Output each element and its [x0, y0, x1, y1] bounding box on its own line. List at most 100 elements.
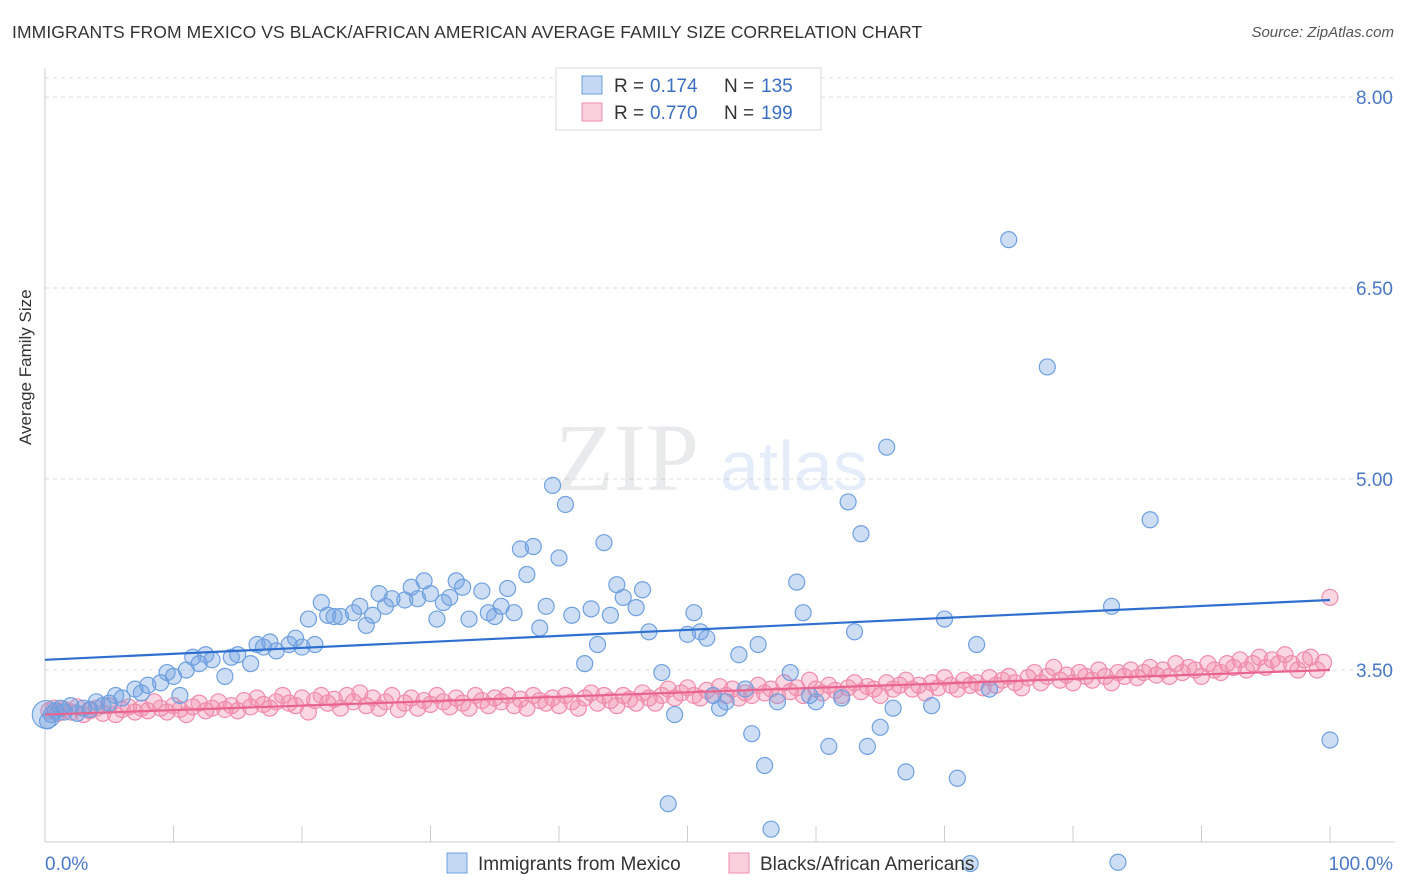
stats-n-value-2: 199 — [761, 103, 793, 124]
point-blue-points-43 — [344, 604, 362, 622]
point-pink-points-200 — [1321, 588, 1339, 607]
point-blue-points-127 — [1109, 853, 1127, 871]
x-tick-label-0: 0.0% — [45, 854, 88, 875]
point-pink-points-96 — [653, 686, 671, 705]
point-blue-points-41 — [325, 607, 343, 626]
y-axis-label: Average Family Size — [16, 289, 36, 445]
point-blue-points-120 — [948, 769, 966, 787]
y-tick-label-3: 8.00 — [1356, 88, 1393, 109]
trend-line-pink — [44, 668, 1331, 716]
point-pink-points-61 — [428, 686, 446, 705]
point-blue-points-104 — [788, 573, 806, 591]
point-blue-points-80 — [601, 606, 620, 624]
point-pink-points-85 — [582, 684, 600, 702]
series-legend: Immigrants from Mexico Blacks/African Am… — [446, 852, 974, 875]
point-blue-points-125 — [1038, 358, 1056, 376]
point-pink-points-186 — [1231, 651, 1249, 669]
point-pink-points-48 — [344, 693, 362, 711]
point-pink-points-131 — [878, 674, 896, 692]
point-blue-points-46 — [364, 606, 382, 624]
point-blue-points-55 — [428, 610, 446, 628]
point-pink-points-110 — [743, 686, 761, 705]
point-blue-points-122 — [980, 680, 999, 698]
legend-blue-swatch — [446, 852, 468, 874]
point-blue-points-83 — [627, 599, 645, 617]
stats-n-label-2: N = — [724, 103, 754, 124]
point-pink-points-155 — [1032, 674, 1050, 692]
point-pink-points-165 — [1096, 667, 1114, 685]
point-blue-points-114 — [871, 718, 889, 736]
point-blue-points-58 — [447, 572, 465, 590]
x-tick-label-1: 100.0% — [1329, 854, 1394, 875]
point-blue-points-109 — [833, 689, 851, 707]
trend-lines — [44, 598, 1331, 716]
point-pink-points-45 — [325, 690, 343, 708]
point-pink-points-19 — [158, 703, 176, 721]
stats-legend-blue-swatch — [581, 75, 603, 95]
point-blue-points-42 — [331, 607, 350, 626]
point-blue-points-54 — [421, 584, 440, 603]
point-blue-points-72 — [543, 476, 562, 494]
point-blue-points-95 — [717, 693, 735, 711]
legend-pink-swatch — [728, 852, 750, 874]
point-blue-points-87 — [659, 795, 677, 813]
chart-title: IMMIGRANTS FROM MEXICO VS BLACK/AFRICAN … — [12, 22, 923, 42]
source-label: Source: ZipAtlas.com — [1251, 24, 1394, 41]
point-pink-points-189 — [1250, 648, 1268, 666]
point-blue-points-26 — [216, 667, 234, 685]
point-blue-points-16 — [139, 676, 157, 694]
point-blue-points-29 — [242, 655, 260, 673]
point-blue-points-61 — [473, 582, 491, 600]
point-blue-points-121 — [968, 635, 986, 654]
point-blue-points-116 — [884, 699, 902, 717]
legend-pink-label: Blacks/African Americans — [760, 854, 974, 875]
stats-n-label-1: N = — [724, 76, 754, 97]
point-blue-points-75 — [563, 606, 581, 624]
x-tick-labels: 0.0% 100.0% — [45, 854, 1393, 875]
point-blue-points-115 — [878, 438, 896, 456]
point-blue-points-13 — [113, 689, 131, 707]
point-pink-points-193 — [1276, 646, 1294, 664]
point-blue-points-111 — [845, 623, 864, 641]
point-blue-points-82 — [614, 588, 632, 607]
axes — [44, 68, 1395, 843]
pink-series-points — [40, 588, 1339, 724]
point-blue-points-108 — [820, 737, 838, 756]
point-blue-points-118 — [923, 697, 941, 715]
point-blue-points-112 — [852, 525, 870, 543]
point-blue-points-38 — [306, 635, 324, 654]
point-blue-points-90 — [685, 604, 703, 622]
point-blue-points-52 — [409, 590, 427, 608]
point-blue-points-65 — [499, 579, 517, 598]
point-blue-points-63 — [486, 607, 504, 626]
point-blue-points-73 — [550, 549, 568, 567]
point-blue-points-84 — [633, 581, 652, 599]
point-pink-points-181 — [1199, 655, 1217, 673]
y-tick-labels: 3.50 5.00 6.50 8.00 — [1356, 88, 1393, 682]
blue-series-points — [31, 231, 1339, 873]
point-blue-points-76 — [576, 655, 594, 673]
point-pink-points-83 — [569, 699, 587, 717]
point-blue-points-57 — [441, 588, 459, 607]
point-blue-points-113 — [858, 737, 877, 756]
stats-r-value-1: 0.174 — [650, 76, 698, 97]
point-blue-points-59 — [454, 578, 472, 596]
point-blue-points-77 — [582, 600, 600, 618]
point-blue-points-91 — [691, 623, 709, 641]
stats-r-value-2: 0.770 — [650, 103, 698, 124]
point-blue-points-37 — [299, 610, 318, 628]
point-pink-points-146 — [974, 679, 992, 697]
point-blue-points-96 — [730, 646, 748, 664]
stats-r-label-2: R = — [614, 103, 644, 124]
point-blue-points-124 — [1000, 231, 1018, 249]
point-blue-points-69 — [524, 537, 542, 556]
point-blue-points-79 — [595, 534, 613, 552]
point-blue-points-92 — [698, 629, 716, 647]
point-pink-points-115 — [775, 674, 793, 692]
point-blue-points-45 — [357, 616, 375, 635]
watermark: ZIP atlas — [555, 404, 868, 511]
point-blue-points-126 — [1102, 597, 1121, 615]
point-blue-points-70 — [531, 619, 549, 637]
point-pink-points-176 — [1167, 655, 1185, 673]
